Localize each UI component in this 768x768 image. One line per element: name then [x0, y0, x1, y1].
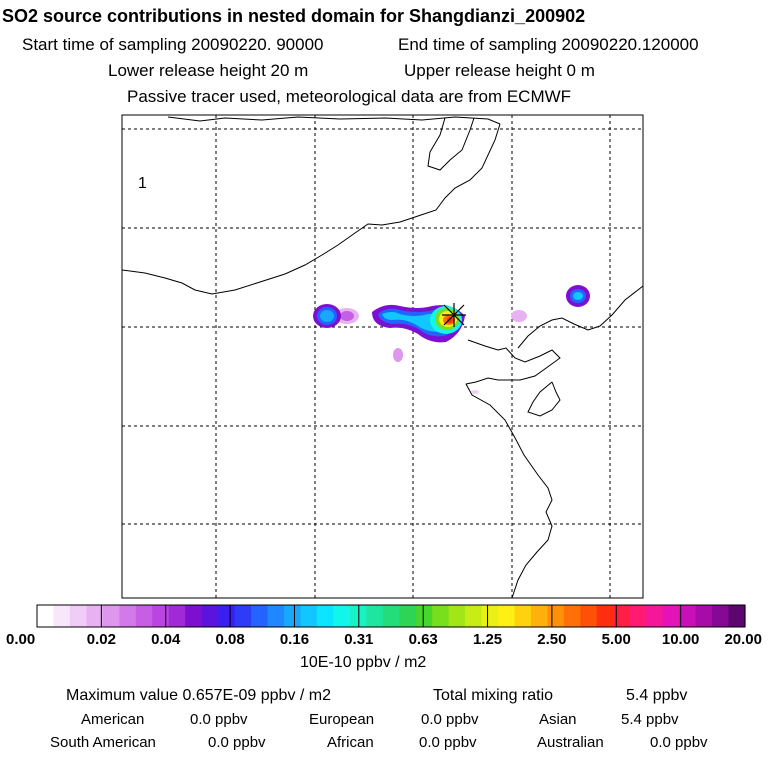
colorbar-tick-label: 1.25	[473, 631, 502, 648]
plume-blob-west-inner	[320, 310, 334, 322]
colorbar-cell	[185, 605, 203, 627]
colorbar-cell	[580, 605, 598, 627]
plume-patch-tiny	[471, 390, 479, 394]
plume-patch-light	[340, 311, 354, 321]
colorbar-cell	[366, 605, 384, 627]
colorbar-tick-label: 0.08	[215, 631, 244, 648]
plume-blob-northeast-inner	[573, 292, 583, 300]
plume-core-red	[447, 317, 453, 323]
colorbar-cell	[333, 605, 351, 627]
colorbar-ticks: 0.00 0.02 0.04 0.08 0.16 0.31 0.63 1.25 2.50 5.00…	[6, 605, 762, 648]
colorbar-cell	[712, 605, 730, 627]
colorbar-cells	[37, 605, 746, 627]
colorbar-cell	[86, 605, 104, 627]
region-name: Australian	[537, 734, 604, 751]
colorbar-cell	[399, 605, 417, 627]
colorbar-cell	[234, 605, 252, 627]
colorbar-cell	[514, 605, 532, 627]
colorbar-tick-label: 0.04	[151, 631, 181, 648]
lower-release-label: Lower release height 20 m	[108, 61, 309, 80]
colorbar-cell	[382, 605, 400, 627]
tracer-label: Passive tracer used, meteorological data…	[127, 87, 572, 106]
region-name: African	[327, 734, 374, 751]
colorbar-cell	[37, 605, 55, 627]
chart-title: SO2 source contributions in nested domai…	[2, 6, 586, 26]
colorbar-cell	[530, 605, 549, 627]
grid-lines	[122, 115, 643, 598]
colorbar-cell	[498, 605, 516, 627]
colorbar-tick-label: 2.50	[537, 631, 566, 648]
colorbar-cell	[596, 605, 614, 627]
region-value: 0.0 ppbv	[190, 711, 248, 728]
region-name: European	[309, 711, 375, 728]
panel-number: 1	[138, 175, 147, 192]
max-value-label: Maximum value 0.657E-09 ppbv / m2	[66, 687, 332, 704]
colorbar-cell	[53, 605, 71, 627]
colorbar-cell	[267, 605, 285, 627]
colorbar-cell	[662, 605, 680, 627]
colorbar-cell	[465, 605, 483, 627]
map-frame	[121, 114, 644, 599]
colorbar-tick-label: 0.16	[280, 631, 309, 648]
end-time-label: End time of sampling 20090220.120000	[398, 35, 699, 54]
upper-release-label: Upper release height 0 m	[404, 61, 595, 80]
colorbar-unit-label: 10E-10 ppbv / m2	[300, 654, 427, 671]
colorbar-cell	[629, 605, 647, 627]
total-mixing-label: Total mixing ratio	[433, 687, 554, 704]
colorbar-cell	[613, 605, 631, 627]
colorbar-cell	[481, 605, 499, 627]
colorbar-cell	[646, 605, 664, 627]
region-name: South American	[50, 734, 156, 751]
colorbar-cell	[168, 605, 186, 627]
colorbar-tick-label: 10.00	[662, 631, 700, 648]
colorbar-tick-label: 0.00	[6, 631, 35, 648]
colorbar-cell	[695, 605, 713, 627]
colorbar-cell	[432, 605, 450, 627]
colorbar-cell	[251, 605, 269, 627]
region-value: 0.0 ppbv	[419, 734, 477, 751]
region-value: 0.0 ppbv	[208, 734, 266, 751]
region-name: Asian	[539, 711, 577, 728]
colorbar-tick-label: 0.63	[409, 631, 438, 648]
colorbar-tick-label: 0.02	[87, 631, 116, 648]
colorbar-cell	[119, 605, 137, 627]
colorbar-cell	[152, 605, 170, 627]
colorbar-cell	[102, 605, 120, 627]
colorbar-cell	[448, 605, 466, 627]
colorbar-cell	[679, 605, 697, 627]
receptor-star-icon	[442, 303, 466, 327]
region-value: 5.4 ppbv	[621, 711, 679, 728]
region-value: 0.0 ppbv	[650, 734, 708, 751]
colorbar-frame	[36, 604, 746, 628]
start-time-label: Start time of sampling 20090220. 90000	[22, 35, 324, 54]
colorbar-cell	[283, 605, 302, 627]
colorbar-cell	[201, 605, 219, 627]
colorbar-cell	[563, 605, 581, 627]
colorbar-cell	[135, 605, 153, 627]
colorbar-cell	[218, 605, 236, 627]
colorbar-cell	[300, 605, 318, 627]
colorbar-cell	[415, 605, 433, 627]
colorbar-tick-label: 20.00	[724, 631, 762, 648]
region-value: 0.0 ppbv	[421, 711, 479, 728]
colorbar-cell	[547, 605, 565, 627]
plume-patch-east	[511, 310, 527, 322]
plume-patch-south	[393, 348, 403, 362]
colorbar-tick-label: 5.00	[602, 631, 631, 648]
colorbar-cell	[316, 605, 334, 627]
region-name: American	[81, 711, 145, 728]
coastlines-borders	[121, 116, 644, 599]
colorbar-cell	[728, 605, 746, 627]
total-mixing-value: 5.4 ppbv	[626, 687, 688, 704]
colorbar-tick-label: 0.31	[344, 631, 373, 648]
colorbar-cell	[69, 605, 87, 627]
